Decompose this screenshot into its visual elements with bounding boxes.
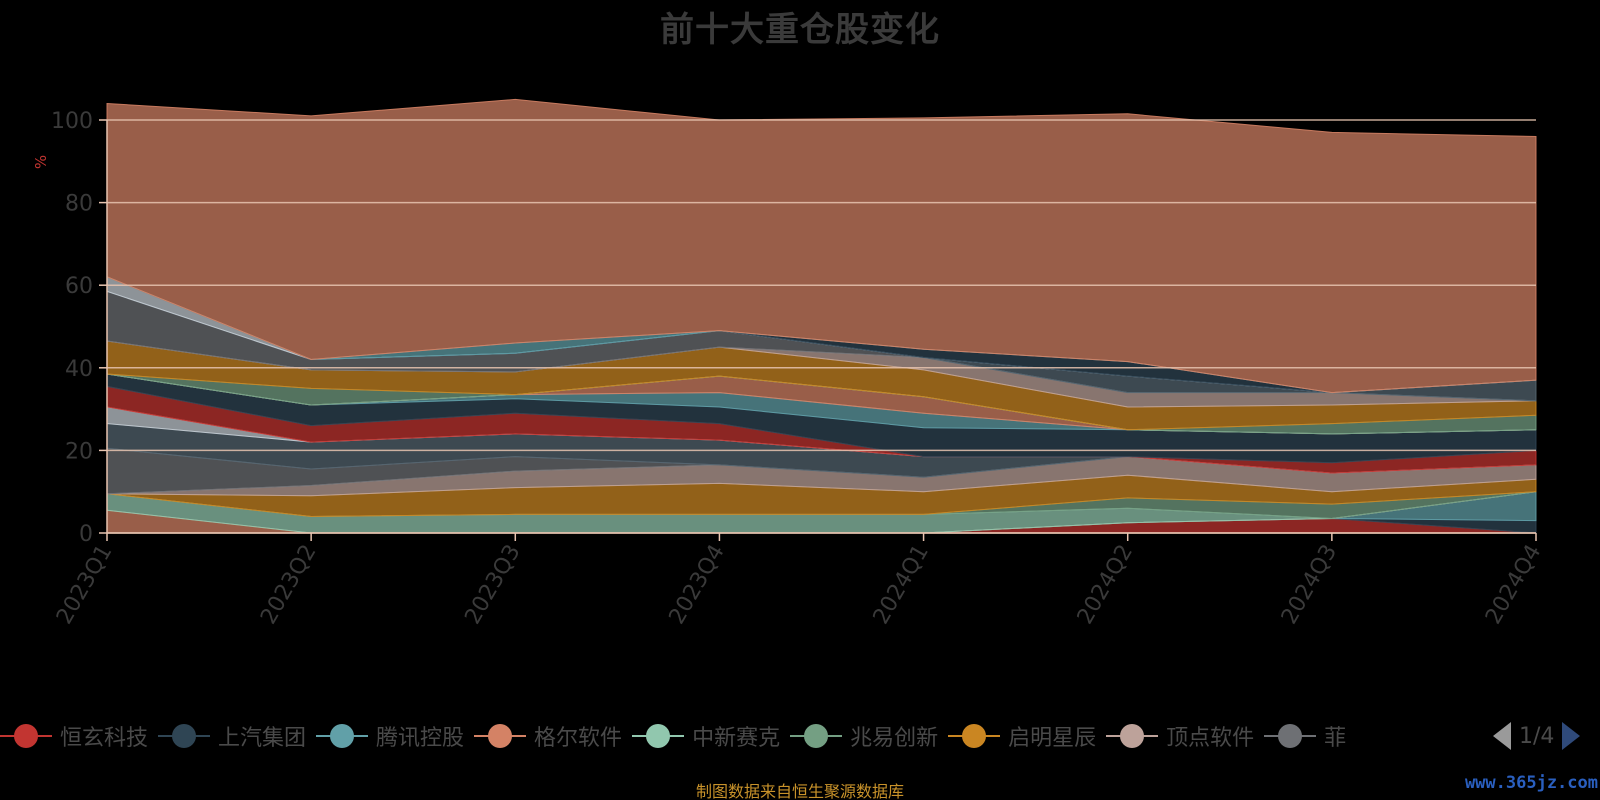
legend-dot: [1120, 724, 1145, 748]
legend-dot: [14, 724, 38, 748]
legend-marker-icon: [0, 724, 52, 748]
watermark: www.365jz.com: [1464, 773, 1598, 793]
legend-prev-page-button[interactable]: [1493, 722, 1511, 750]
legend-marker-icon: [474, 724, 527, 748]
legend-item[interactable]: 格尔软件: [474, 718, 622, 754]
legend-item[interactable]: 中新赛克: [632, 718, 780, 754]
legend-marker-icon: [1264, 724, 1317, 748]
x-tick-label: 2023Q1: [52, 541, 117, 629]
legend-item[interactable]: 腾讯控股: [316, 718, 464, 754]
chart-title: 前十大重仓股变化: [660, 10, 940, 50]
legend: 恒玄科技 上汽集团 腾讯控股 格尔软件 中新赛克 兆易创新 启明星辰 顶点软件 菲: [0, 718, 1490, 754]
legend-marker-icon: [790, 724, 843, 748]
x-tick-label: 2023Q2: [256, 541, 321, 629]
source-note: 制图数据来自恒生聚源数据库: [695, 782, 904, 800]
legend-label: 中新赛克: [692, 726, 781, 751]
legend-next-page-button[interactable]: [1562, 722, 1581, 750]
y-tick-label: 20: [65, 439, 93, 464]
y-tick-label: 0: [79, 522, 93, 547]
y-tick-label: 60: [65, 274, 93, 299]
legend-dot: [1278, 724, 1303, 748]
legend-marker-icon: [632, 724, 685, 748]
y-tick-label: 80: [65, 192, 93, 217]
legend-label: 恒玄科技: [60, 726, 149, 751]
legend-marker-icon: [948, 724, 1001, 748]
legend-pager: 1/4: [1493, 718, 1581, 754]
legend-dot: [330, 724, 355, 748]
legend-dot: [172, 724, 197, 748]
x-tick-label: 2024Q1: [869, 541, 934, 629]
x-tick-label: 2023Q3: [460, 541, 525, 629]
areas-layer: [106, 98, 1537, 534]
legend-label: 上汽集团: [218, 726, 307, 751]
area-series-25[interactable]: [106, 98, 1537, 394]
legend-marker-icon: [1106, 724, 1159, 748]
legend-marker-icon: [316, 724, 369, 748]
x-tick-label: 2023Q4: [665, 541, 730, 629]
legend-label: 启明星辰: [1008, 726, 1097, 751]
legend-label: 兆易创新: [850, 726, 939, 751]
x-tick-label: 2024Q2: [1073, 541, 1138, 629]
legend-dot: [804, 724, 829, 748]
y-tick-label: 40: [65, 357, 93, 382]
legend-dot: [962, 724, 987, 748]
x-tick-label: 2024Q3: [1277, 541, 1342, 629]
y-tick-label: 100: [51, 109, 93, 134]
legend-label: 格尔软件: [534, 726, 623, 751]
legend-label: 顶点软件: [1166, 726, 1255, 751]
legend-item[interactable]: 启明星辰: [948, 718, 1096, 754]
legend-dot: [646, 724, 671, 748]
legend-item[interactable]: 菲: [1264, 718, 1346, 754]
y-axis-label: %: [32, 155, 50, 169]
legend-marker-icon: [158, 724, 211, 748]
legend-item[interactable]: 恒玄科技: [0, 718, 148, 754]
legend-item[interactable]: 上汽集团: [158, 718, 306, 754]
legend-item[interactable]: 顶点软件: [1106, 718, 1254, 754]
legend-dot: [488, 724, 513, 748]
legend-label: 腾讯控股: [376, 726, 465, 751]
legend-label: 菲: [1324, 726, 1347, 751]
x-tick-label: 2024Q4: [1481, 541, 1546, 629]
legend-page-indicator: 1/4: [1519, 723, 1555, 749]
legend-item[interactable]: 兆易创新: [790, 718, 938, 754]
